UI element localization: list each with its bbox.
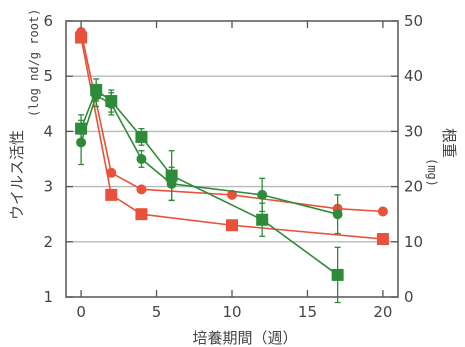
axis-layer: 0 5 10 15 20 1 2 3 4 5 6 0 10 20 30 40 50: [43, 12, 423, 321]
y-right-axis-label: 根重: [440, 128, 458, 158]
series-1-point-4: [376, 233, 389, 246]
series-1-point-3: [226, 219, 238, 232]
x-axis-label: 培養期間（週）: [192, 329, 297, 347]
y-right-axis-unit: (mg): [425, 158, 439, 187]
y-left-tick-label-3: 3: [43, 178, 53, 196]
series-0-point-5: [377, 206, 388, 217]
plot-frame: [65, 20, 399, 298]
series-3-point-6: [331, 268, 344, 281]
x-tick-label-5: 5: [152, 303, 162, 321]
y-left-tick-label-1: 1: [43, 288, 53, 306]
series-1-point-2: [135, 208, 148, 221]
series-layer: [75, 27, 389, 304]
y-right-tick-label-0: 0: [404, 288, 414, 306]
grid-layer: [66, 75, 398, 243]
series-3-point-3: [135, 130, 148, 143]
series-3-point-4: [165, 169, 178, 182]
y-right-tick-label-30: 30: [404, 122, 423, 140]
series-3-point-5: [256, 213, 269, 226]
y-right-tick-label-50: 50: [404, 12, 423, 30]
x-tick-label-20: 20: [373, 303, 392, 321]
series-2-point-5: [257, 189, 268, 200]
y-right-tick-label-40: 40: [404, 67, 423, 85]
y-left-axis-unit: (log nd/g root): [27, 9, 41, 117]
y-left-tick-label-4: 4: [43, 122, 53, 140]
y-left-tick-label-5: 5: [43, 67, 53, 85]
y-right-tick-label-20: 20: [404, 178, 423, 196]
y-left-tick-label-2: 2: [43, 233, 53, 251]
x-tick-label-10: 10: [222, 303, 241, 321]
series-2-point-3: [136, 154, 147, 164]
y-left-axis-label: ウイルス活性: [8, 130, 26, 220]
label-layer: 培養期間（週） ウイルス活性 (log nd/g root) 根重 (mg): [8, 9, 458, 347]
series-0-point-3: [227, 189, 237, 200]
x-tick-label-15: 15: [298, 303, 317, 321]
series-3-point-1: [90, 84, 103, 96]
series-2-point-6: [332, 209, 343, 220]
series-3-point-2: [105, 95, 118, 108]
series-1-point-0: [75, 31, 88, 44]
x-tick-label-0: 0: [76, 303, 86, 321]
series-0-point-1: [106, 167, 117, 178]
series-1-point-1: [105, 188, 118, 201]
series-2-line: [80, 94, 338, 215]
y-left-tick-label-6: 6: [43, 12, 53, 30]
y-right-tick-label-10: 10: [404, 233, 423, 251]
series-0-point-2: [136, 184, 147, 195]
series-0-line: [80, 31, 383, 213]
series-3-point-0: [75, 122, 88, 135]
